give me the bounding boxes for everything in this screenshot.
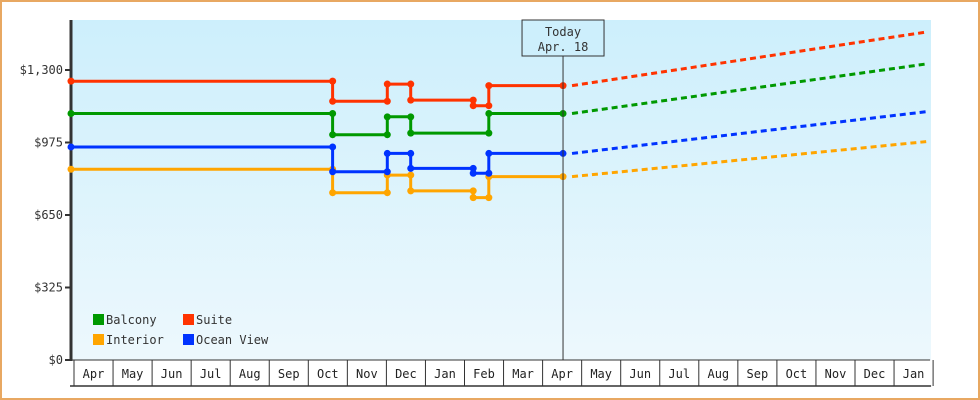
x-month-label: May bbox=[122, 367, 144, 381]
today-title: Today bbox=[545, 25, 581, 39]
x-month-label: Jan bbox=[434, 367, 456, 381]
series-suite bbox=[67, 30, 927, 110]
x-month-label: Apr bbox=[83, 367, 105, 381]
data-point bbox=[329, 77, 337, 85]
x-axis: Apr May Jun Jul Aug Sep Oct Nov Dec Jan Feb Mar Apr M… bbox=[70, 359, 934, 387]
x-month-label: Aug bbox=[707, 367, 729, 381]
data-point bbox=[329, 131, 337, 139]
legend-item-ocean-view: Ocean View bbox=[183, 333, 269, 347]
data-point bbox=[383, 113, 391, 121]
x-month-label: Jul bbox=[200, 367, 222, 381]
history-line bbox=[71, 167, 563, 200]
data-point bbox=[383, 168, 391, 176]
legend-swatch bbox=[93, 334, 104, 345]
series-interior bbox=[67, 140, 927, 202]
data-point bbox=[469, 164, 477, 172]
x-month-label: Dec bbox=[864, 367, 886, 381]
data-point bbox=[383, 149, 391, 157]
data-point bbox=[67, 165, 75, 173]
x-month-label: Nov bbox=[356, 367, 378, 381]
x-month-label: May bbox=[590, 367, 612, 381]
series-ocean-view bbox=[67, 110, 927, 177]
legend-label: Balcony bbox=[106, 313, 157, 327]
data-point bbox=[67, 77, 75, 85]
data-point bbox=[469, 187, 477, 195]
legend-swatch bbox=[93, 314, 104, 325]
y-tick-label: $1,300 bbox=[20, 63, 63, 77]
data-point bbox=[469, 194, 477, 202]
x-month-label: Jun bbox=[161, 367, 183, 381]
data-point bbox=[329, 143, 337, 151]
plot-area bbox=[72, 20, 931, 360]
data-point bbox=[407, 149, 415, 157]
data-point bbox=[383, 131, 391, 139]
legend-label: Suite bbox=[196, 313, 232, 327]
x-month-label: Jan bbox=[903, 367, 925, 381]
data-point bbox=[485, 169, 493, 177]
data-point bbox=[67, 110, 75, 117]
data-point bbox=[485, 129, 493, 137]
x-month-label: Aug bbox=[239, 367, 261, 381]
data-point bbox=[329, 168, 337, 176]
data-point bbox=[485, 194, 493, 202]
today-box bbox=[521, 19, 605, 57]
x-month-label: Jul bbox=[668, 367, 690, 381]
data-point bbox=[407, 171, 415, 179]
x-month-label: Mar bbox=[512, 367, 534, 381]
data-point bbox=[407, 187, 415, 195]
today-date: Apr. 18 bbox=[538, 40, 589, 54]
legend-item-suite: Suite bbox=[183, 313, 232, 327]
y-tick-label: $650 bbox=[34, 208, 63, 222]
legend-swatch bbox=[183, 314, 194, 325]
series-layer bbox=[67, 30, 927, 202]
data-point bbox=[469, 169, 477, 177]
data-point bbox=[383, 97, 391, 105]
legend-label: Ocean View bbox=[196, 333, 269, 347]
data-point bbox=[469, 96, 477, 104]
legend-item-balcony: Balcony bbox=[93, 313, 157, 327]
data-point bbox=[67, 143, 75, 151]
x-month-label: Sep bbox=[747, 367, 769, 381]
data-point bbox=[407, 164, 415, 172]
data-point bbox=[383, 189, 391, 197]
data-point bbox=[383, 80, 391, 88]
y-tick-label: $325 bbox=[34, 281, 63, 295]
y-tick-label: $0 bbox=[49, 353, 63, 367]
x-month-label: Dec bbox=[395, 367, 417, 381]
data-point bbox=[485, 82, 493, 90]
x-month-label: Oct bbox=[317, 367, 339, 381]
x-month-label: Jun bbox=[629, 367, 651, 381]
x-month-label: Nov bbox=[825, 367, 847, 381]
y-axis: $0 $325 $650 $975 $1,300 bbox=[20, 20, 73, 367]
data-point bbox=[485, 110, 493, 117]
data-point bbox=[407, 129, 415, 137]
data-point bbox=[407, 96, 415, 104]
data-point bbox=[485, 102, 493, 110]
x-month-label: Feb bbox=[473, 367, 495, 381]
data-point bbox=[329, 110, 337, 117]
data-point bbox=[485, 149, 493, 157]
data-point bbox=[469, 102, 477, 110]
history-line bbox=[71, 112, 563, 137]
y-tick-label: $975 bbox=[34, 136, 63, 150]
data-point bbox=[329, 97, 337, 105]
legend: Balcony Suite Interior Ocean View bbox=[93, 313, 269, 347]
x-month-label: Oct bbox=[786, 367, 808, 381]
x-month-label: Apr bbox=[551, 367, 573, 381]
x-month-label: Sep bbox=[278, 367, 300, 381]
data-point bbox=[329, 189, 337, 197]
legend-swatch bbox=[183, 334, 194, 345]
legend-label: Interior bbox=[106, 333, 164, 347]
legend-item-interior: Interior bbox=[93, 333, 164, 347]
data-point bbox=[407, 113, 415, 121]
data-point bbox=[407, 80, 415, 88]
